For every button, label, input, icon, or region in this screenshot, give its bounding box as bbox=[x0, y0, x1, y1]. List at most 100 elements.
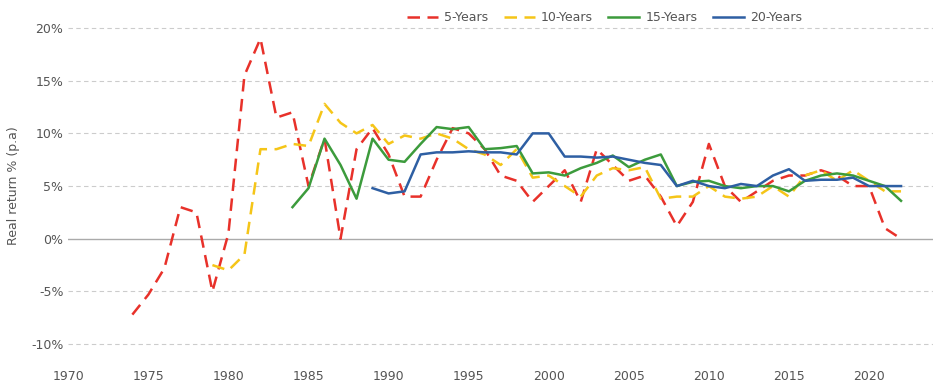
5-Years bbox=[896, 236, 907, 241]
10-Years bbox=[607, 166, 619, 170]
5-Years bbox=[335, 236, 346, 241]
15-Years bbox=[687, 179, 698, 184]
10-Years bbox=[687, 194, 698, 199]
Line: 10-Years: 10-Years bbox=[212, 104, 901, 270]
5-Years bbox=[271, 115, 282, 120]
5-Years bbox=[543, 184, 555, 188]
15-Years bbox=[431, 125, 442, 129]
10-Years bbox=[511, 147, 523, 152]
10-Years bbox=[767, 184, 778, 188]
10-Years bbox=[367, 122, 378, 127]
15-Years bbox=[863, 179, 874, 183]
Line: 20-Years: 20-Years bbox=[372, 133, 901, 193]
15-Years bbox=[703, 179, 714, 183]
20-Years bbox=[639, 161, 650, 165]
15-Years bbox=[511, 144, 523, 148]
15-Years bbox=[815, 173, 826, 178]
15-Years bbox=[671, 184, 682, 188]
5-Years bbox=[223, 231, 234, 236]
5-Years bbox=[207, 289, 218, 294]
5-Years bbox=[511, 179, 523, 183]
20-Years bbox=[623, 158, 634, 162]
20-Years bbox=[671, 184, 682, 188]
5-Years bbox=[527, 200, 539, 204]
15-Years bbox=[463, 125, 475, 129]
5-Years bbox=[687, 200, 698, 204]
20-Years bbox=[880, 184, 891, 188]
15-Years bbox=[655, 152, 666, 157]
5-Years bbox=[447, 126, 459, 131]
10-Years bbox=[223, 268, 234, 273]
5-Years bbox=[479, 147, 491, 152]
15-Years bbox=[575, 166, 587, 170]
15-Years bbox=[719, 184, 730, 188]
20-Years bbox=[783, 167, 794, 172]
10-Years bbox=[495, 163, 507, 167]
10-Years bbox=[335, 121, 346, 125]
5-Years bbox=[639, 173, 650, 178]
10-Years bbox=[719, 194, 730, 199]
20-Years bbox=[399, 189, 410, 194]
20-Years bbox=[415, 152, 426, 157]
5-Years bbox=[703, 142, 714, 146]
5-Years bbox=[783, 173, 794, 178]
15-Years bbox=[591, 161, 603, 165]
15-Years bbox=[783, 189, 794, 194]
20-Years bbox=[703, 184, 714, 188]
5-Years bbox=[767, 179, 778, 183]
5-Years bbox=[463, 131, 475, 136]
5-Years bbox=[751, 189, 762, 194]
5-Years bbox=[863, 184, 874, 188]
15-Years bbox=[639, 158, 650, 162]
20-Years bbox=[367, 186, 378, 191]
5-Years bbox=[367, 126, 378, 131]
20-Years bbox=[735, 182, 746, 186]
20-Years bbox=[799, 179, 810, 183]
5-Years bbox=[303, 184, 314, 188]
5-Years bbox=[431, 158, 442, 162]
5-Years bbox=[831, 173, 842, 178]
15-Years bbox=[880, 184, 891, 188]
5-Years bbox=[383, 152, 394, 157]
10-Years bbox=[575, 194, 587, 199]
10-Years bbox=[735, 197, 746, 201]
5-Years bbox=[159, 266, 170, 271]
15-Years bbox=[447, 127, 459, 131]
20-Years bbox=[687, 179, 698, 183]
10-Years bbox=[463, 147, 475, 152]
10-Years bbox=[255, 147, 266, 152]
15-Years bbox=[335, 163, 346, 167]
10-Years bbox=[591, 173, 603, 178]
20-Years bbox=[447, 150, 459, 155]
10-Years bbox=[623, 168, 634, 173]
10-Years bbox=[207, 263, 218, 268]
20-Years bbox=[383, 191, 394, 196]
10-Years bbox=[559, 184, 571, 188]
20-Years bbox=[815, 177, 826, 182]
20-Years bbox=[719, 186, 730, 191]
10-Years bbox=[815, 168, 826, 173]
15-Years bbox=[751, 184, 762, 188]
20-Years bbox=[463, 149, 475, 154]
10-Years bbox=[655, 197, 666, 201]
5-Years bbox=[799, 173, 810, 178]
5-Years bbox=[559, 168, 571, 173]
15-Years bbox=[559, 173, 571, 178]
20-Years bbox=[607, 154, 619, 159]
15-Years bbox=[319, 136, 330, 141]
Legend: 5-Years, 10-Years, 15-Years, 20-Years: 5-Years, 10-Years, 15-Years, 20-Years bbox=[402, 6, 807, 29]
20-Years bbox=[431, 150, 442, 155]
15-Years bbox=[287, 205, 298, 209]
5-Years bbox=[591, 147, 603, 152]
5-Years bbox=[655, 194, 666, 199]
20-Years bbox=[479, 150, 491, 155]
20-Years bbox=[847, 175, 858, 180]
15-Years bbox=[399, 160, 410, 164]
5-Years bbox=[175, 205, 186, 209]
15-Years bbox=[799, 179, 810, 183]
10-Years bbox=[847, 168, 858, 173]
5-Years bbox=[127, 312, 138, 317]
15-Years bbox=[527, 171, 539, 176]
20-Years bbox=[831, 177, 842, 182]
20-Years bbox=[559, 154, 571, 159]
